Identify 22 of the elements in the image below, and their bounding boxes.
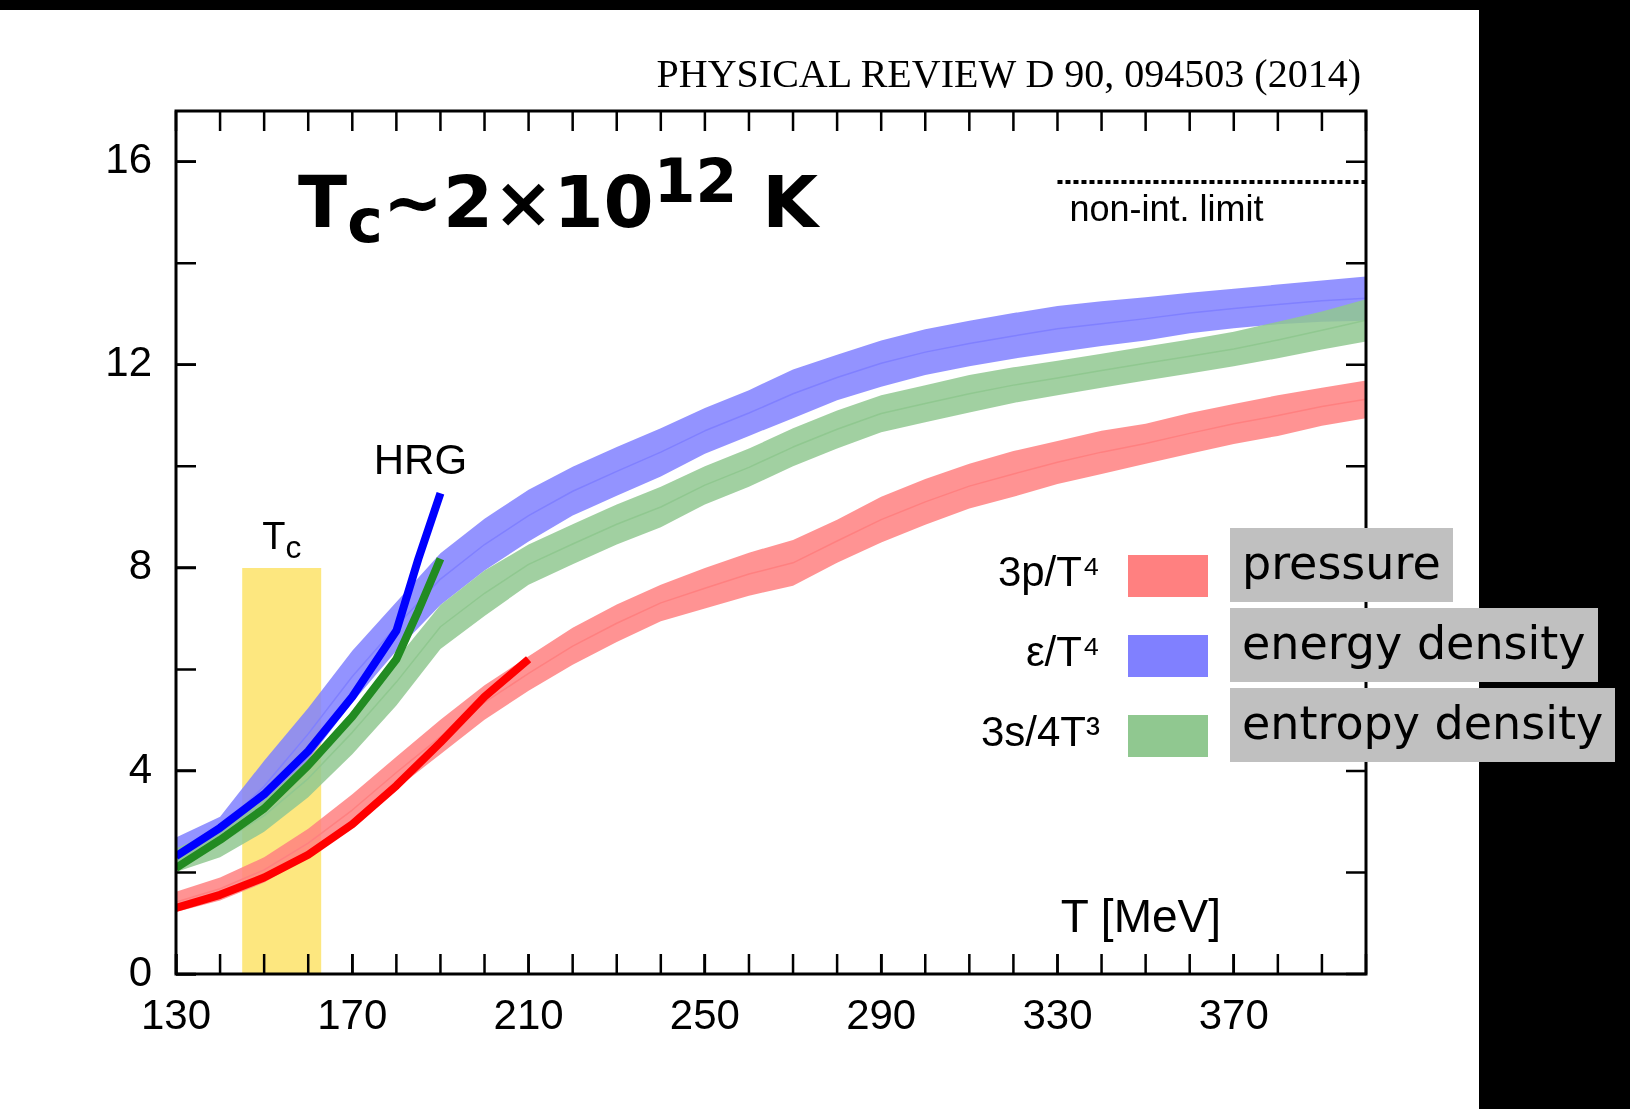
annotation: T$_{c}$~2×10$^{12}$ K: [298, 146, 819, 257]
annotation: energy density: [1230, 608, 1598, 682]
x-tick-label: 250: [669, 990, 740, 1038]
y-tick-label: 4: [128, 744, 152, 792]
y-tick-label: 16: [105, 135, 152, 183]
x-tick-label: 290: [846, 990, 917, 1038]
legend-label: 3s/4T³: [980, 708, 1100, 756]
annotation: pressure: [1230, 528, 1453, 602]
y-tick-label: 12: [105, 338, 152, 386]
chart-title: PHYSICAL REVIEW D 90, 094503 (2014): [656, 50, 1361, 97]
x-tick-label: 170: [317, 990, 388, 1038]
x-tick-label: 330: [1022, 990, 1093, 1038]
x-axis-title: T [MeV]: [1060, 889, 1221, 943]
x-tick-label: 370: [1198, 990, 1269, 1038]
annotation: HRG: [373, 436, 468, 484]
legend-label: ε/T⁴: [1025, 628, 1100, 676]
series-label: T$_{c}$: [262, 514, 302, 566]
annotation: entropy density: [1230, 688, 1616, 762]
y-tick-label: 8: [128, 541, 152, 589]
series-label: non-int. limit: [1069, 188, 1264, 231]
legend-label: 3p/T⁴: [997, 548, 1100, 596]
x-tick-label: 210: [493, 990, 564, 1038]
